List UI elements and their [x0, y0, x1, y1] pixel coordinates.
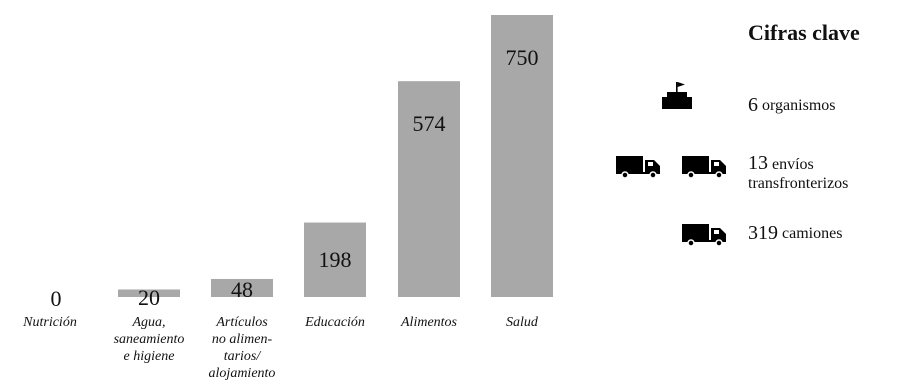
bar-value-label: 48 [231, 277, 253, 302]
shipments-label: envíos [772, 156, 814, 173]
category-label: Nutrición [22, 315, 77, 330]
category-label: Artículos no alimen-tarios/alojamiento [209, 315, 276, 381]
bar-3 [304, 222, 366, 297]
shipments-count: 13 [748, 152, 768, 174]
bar-2 [211, 278, 273, 297]
bar-value-label: 574 [413, 111, 446, 136]
key-row-shipments-icons [616, 154, 728, 185]
trucks-label: camiones [782, 224, 843, 242]
category-label: Salud [506, 315, 539, 330]
truck-icon [682, 222, 728, 253]
category-label: Agua, saneamiento e higiene [114, 315, 185, 364]
bar-value-label: 750 [506, 45, 539, 70]
agency-building-icon [660, 82, 694, 110]
bar-value-label: 20 [138, 285, 160, 310]
key-row-agencies [660, 82, 694, 110]
trucks-count: 319 [748, 222, 778, 244]
key-row-shipments-text: 13 envíos transfronterizos [748, 152, 848, 193]
bar-4 [398, 81, 460, 298]
category-label: Alimentos [400, 315, 458, 330]
category-label: Educación [304, 315, 365, 330]
truck-icon [616, 154, 662, 185]
truck-icon [682, 154, 728, 185]
agencies-label: organismos [762, 96, 836, 114]
key-row-agencies-text: 6 organismos [748, 94, 835, 117]
bar-value-label: 0 [51, 286, 62, 311]
shipments-label-line2: transfronterizos [748, 175, 849, 192]
key-row-trucks-text: 319 camiones [748, 222, 842, 245]
key-figures-panel: Cifras clave 6 organismos [600, 0, 897, 387]
bar-value-label: 198 [319, 247, 352, 272]
key-figures-title: Cifras clave [748, 20, 860, 45]
bar-1 [118, 289, 180, 297]
bar-chart: 0 Nutrición 20 Agua, saneamiento e higiene 48 A… [22, 15, 553, 381]
bar-5 [491, 15, 553, 297]
agencies-count: 6 [748, 94, 758, 116]
key-row-trucks-icon [682, 222, 728, 253]
